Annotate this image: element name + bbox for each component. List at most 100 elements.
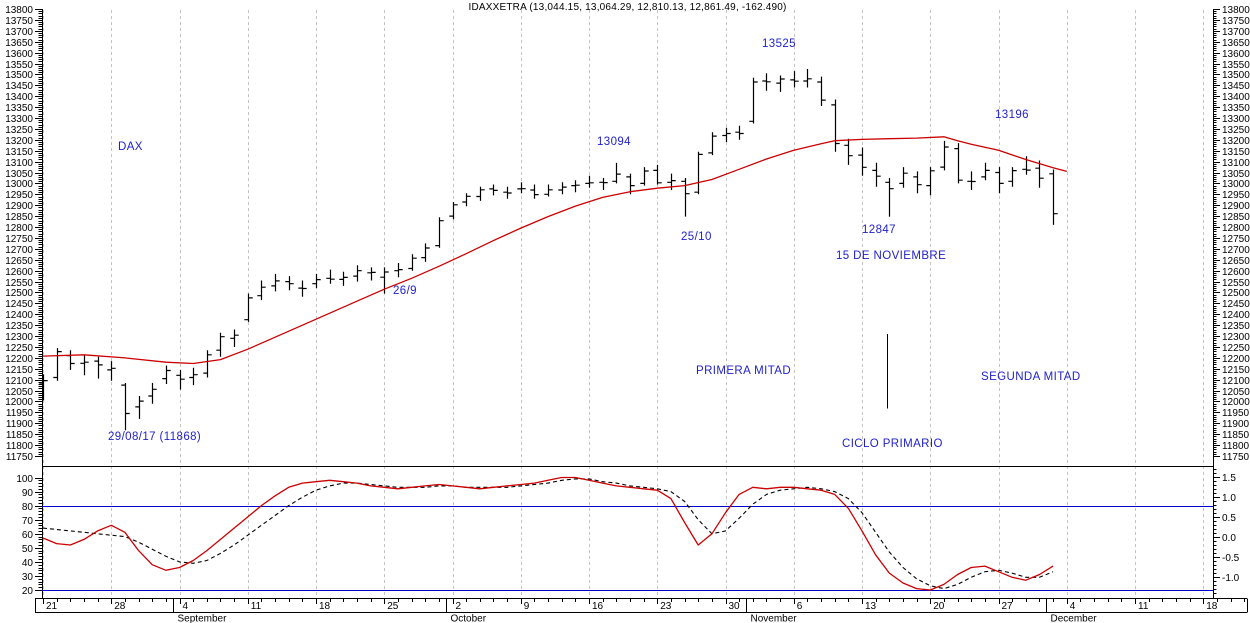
price-axis-label: 11900 (1222, 419, 1250, 430)
price-axis-label: 13000 (1222, 179, 1250, 190)
ohlc-bar (940, 140, 949, 171)
date-label: 11 (251, 601, 262, 612)
ohlc-bar (653, 164, 662, 185)
price-axis-label: 12300 (1222, 332, 1250, 343)
ohlc-bar (107, 361, 116, 381)
ohlc-bar (599, 178, 608, 190)
price-axis-label: 13750 (5, 16, 33, 27)
price-axis-label: 13350 (1222, 103, 1250, 114)
ohlc-bar (544, 184, 553, 197)
chart-annotation: 29/08/17 (11868) (108, 431, 202, 443)
month-label: November (751, 614, 798, 623)
ohlc-bar (571, 180, 580, 193)
price-axis-label: 12700 (1222, 245, 1250, 256)
price-axis-label: 12750 (5, 234, 33, 245)
date-label: 20 (933, 601, 945, 612)
price-axis-label: 12800 (1222, 223, 1250, 234)
date-label: 13 (865, 601, 877, 612)
oscillator-axis-label: 1.0 (1222, 493, 1236, 504)
ohlc-bar (626, 173, 635, 195)
ohlc-bar (66, 350, 75, 370)
price-axis-label: 11950 (1222, 408, 1250, 419)
oscillator-axis-label: 40 (22, 558, 34, 569)
price-axis-label: 13700 (1222, 27, 1250, 38)
ohlc-bar (216, 332, 225, 357)
price-axis-label: 12750 (1222, 234, 1250, 245)
chart-annotation: 15 DE NOVIEMBRE (836, 250, 947, 262)
price-axis-label: 11800 (1222, 441, 1250, 452)
price-axis-label: 13650 (1222, 38, 1250, 49)
oscillator-d-line (42, 478, 1054, 590)
ohlc-bar (339, 271, 348, 286)
ohlc-bar (872, 162, 881, 187)
oscillator-axis-label: 1.5 (1222, 473, 1236, 484)
ohlc-bar (408, 254, 417, 271)
price-axis-label: 13050 (5, 169, 33, 180)
price-axis-label: 13400 (5, 92, 33, 103)
ohlc-bar (298, 280, 307, 297)
price-axis-label: 12950 (5, 190, 33, 201)
ohlc-bar (176, 369, 185, 390)
ohlc-bar (189, 367, 198, 386)
price-axis-label: 12400 (5, 310, 33, 321)
price-axis-label: 12050 (1222, 387, 1250, 398)
date-label: 16 (592, 601, 604, 612)
ohlc-bar (926, 167, 935, 196)
ohlc-bar (844, 138, 853, 165)
oscillator-axis-label: 70 (22, 516, 34, 527)
price-axis-label: 13050 (1222, 169, 1250, 180)
price-axis-label: 12650 (1222, 256, 1250, 267)
date-label: 18 (319, 601, 331, 612)
date-label: 4 (1070, 601, 1076, 612)
ohlc-bar (203, 350, 212, 378)
chart-annotation: 26/9 (393, 285, 417, 297)
price-axis-label: 13600 (1222, 49, 1250, 60)
chart-annotation: CICLO PRIMARIO (842, 438, 943, 450)
ohlc-bar (790, 71, 799, 88)
price-axis-label: 12150 (5, 365, 33, 376)
price-axis-label: 12100 (5, 376, 33, 387)
date-label: 28 (114, 601, 126, 612)
price-axis-label: 12450 (5, 299, 33, 310)
chart-annotation: 13525 (762, 38, 796, 50)
price-axis-label: 13000 (5, 179, 33, 190)
ohlc-bar (271, 273, 280, 292)
date-label: 4 (183, 601, 189, 612)
ohlc-bar (1035, 160, 1044, 188)
price-axis-label: 12300 (5, 332, 33, 343)
ohlc-bar (967, 171, 976, 190)
month-label: September (178, 614, 228, 623)
price-axis-label: 12700 (5, 245, 33, 256)
price-axis-label: 12650 (5, 256, 33, 267)
ohlc-bar (899, 167, 908, 188)
price-axis-label: 11900 (6, 419, 34, 430)
ohlc-bar (367, 267, 376, 281)
ohlc-bar (762, 73, 771, 91)
ohlc-bar (885, 178, 894, 217)
ohlc-bar (244, 293, 253, 322)
ohlc-bar (476, 186, 485, 201)
oscillator-axis-label: 50 (22, 544, 34, 555)
date-label: 18 (1206, 601, 1218, 612)
ohlc-bar (640, 167, 649, 186)
price-axis-label: 12350 (1222, 321, 1250, 332)
price-axis-label: 13300 (5, 114, 33, 125)
oscillator-axis-label: 0.5 (1222, 513, 1236, 524)
price-axis-label: 13150 (1222, 147, 1250, 158)
ohlc-bar (121, 383, 130, 431)
ohlc-bar (80, 354, 89, 376)
price-axis-label: 13700 (5, 27, 33, 38)
price-axis-label: 12850 (1222, 212, 1250, 223)
ohlc-bar (162, 365, 171, 384)
chart-annotation: 13094 (597, 136, 631, 148)
price-axis-label: 12550 (1222, 278, 1250, 289)
price-axis-label: 13450 (5, 81, 33, 92)
ohlc-bar (995, 167, 1004, 194)
oscillator-axis-label: 100 (16, 474, 33, 485)
ohlc-bar (148, 383, 157, 404)
ohlc-bar (435, 217, 444, 248)
price-axis-label: 12200 (5, 354, 33, 365)
ohlc-bar (708, 132, 717, 156)
ohlc-bar (803, 69, 812, 88)
